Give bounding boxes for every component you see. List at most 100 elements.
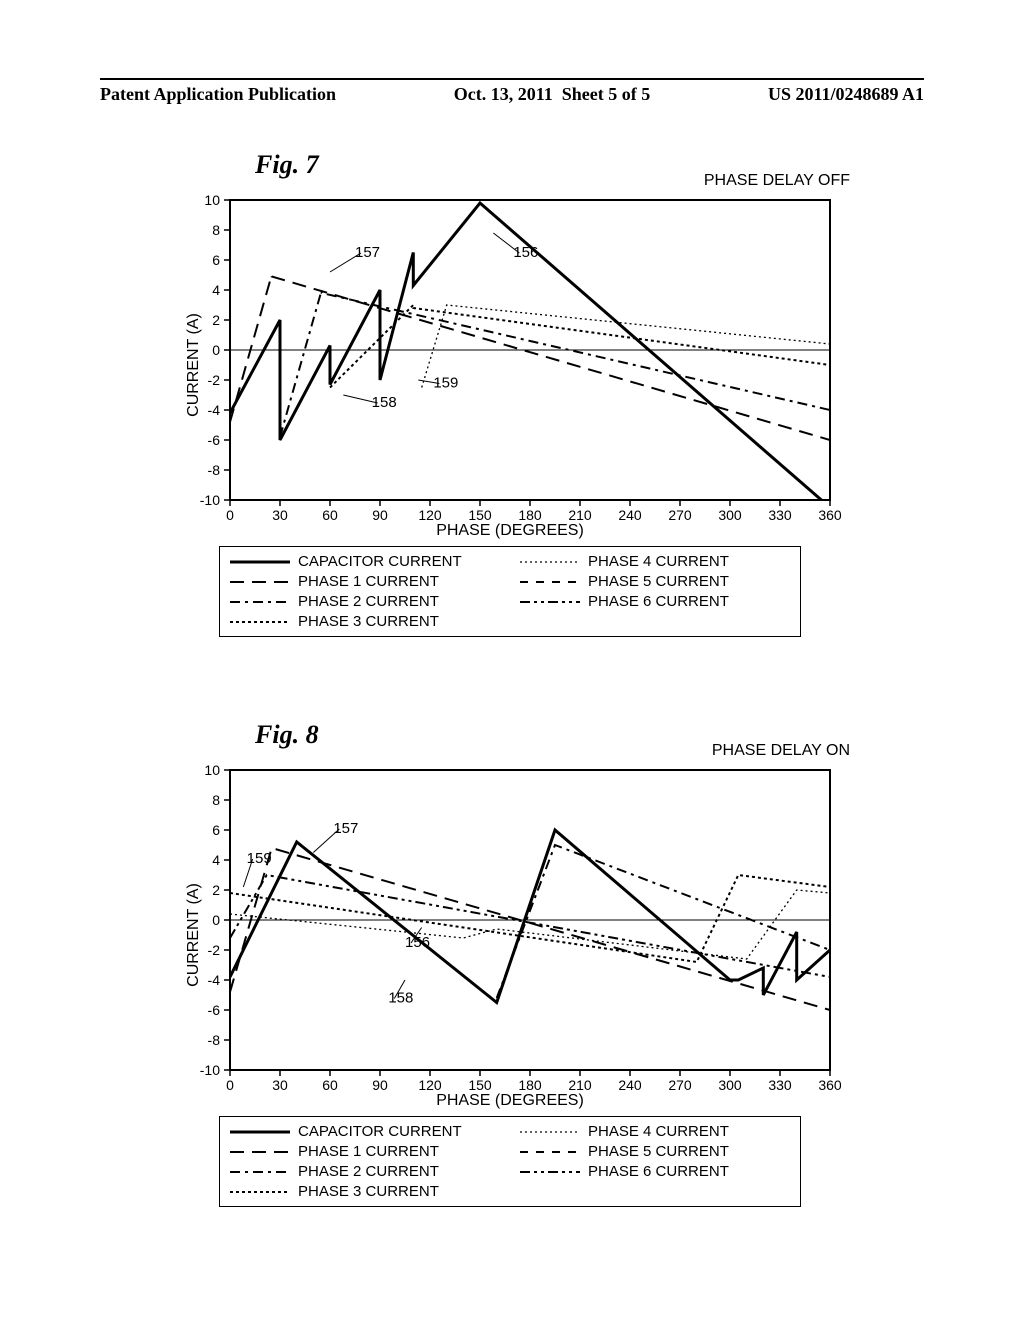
legend-label: PHASE 2 CURRENT	[298, 1163, 439, 1180]
figure-8-chart-wrap: CURRENT (A) -10 -8 -6 -4 -2 0 2 4 6 8 10 0 30 60 90 120…	[150, 750, 870, 1120]
legend-item-cap: CAPACITOR CURRENT	[230, 1123, 500, 1140]
header-date-sheet: Oct. 13, 2011 Sheet 5 of 5	[454, 84, 650, 105]
legend-label: PHASE 1 CURRENT	[298, 573, 439, 590]
svg-text:10: 10	[204, 192, 220, 208]
page-header: Patent Application Publication Oct. 13, …	[100, 78, 924, 105]
legend-item-p6: PHASE 6 CURRENT	[520, 593, 790, 610]
svg-text:270: 270	[668, 1077, 692, 1090]
figure-7-ylabel: CURRENT (A)	[185, 313, 203, 417]
svg-text:156: 156	[405, 934, 430, 951]
legend-label: PHASE 3 CURRENT	[298, 1183, 439, 1200]
legend-label: CAPACITOR CURRENT	[298, 553, 462, 570]
svg-text:-10: -10	[200, 492, 220, 508]
svg-text:0: 0	[212, 912, 220, 928]
svg-text:-4: -4	[208, 972, 221, 988]
svg-text:60: 60	[322, 507, 338, 520]
header-pubnumber: US 2011/0248689 A1	[768, 84, 924, 105]
figure-8-ylabel: CURRENT (A)	[185, 883, 203, 987]
legend-item-p3: PHASE 3 CURRENT	[230, 613, 500, 630]
legend-item-p4: PHASE 4 CURRENT	[520, 1123, 790, 1140]
svg-text:-4: -4	[208, 402, 221, 418]
legend-item-p2: PHASE 2 CURRENT	[230, 593, 500, 610]
legend-item-p6: PHASE 6 CURRENT	[520, 1163, 790, 1180]
figure-8-legend: CAPACITOR CURRENT PHASE 4 CURRENT PHASE 1 …	[219, 1116, 801, 1207]
svg-text:0: 0	[226, 1077, 234, 1090]
svg-text:10: 10	[204, 762, 220, 778]
svg-text:180: 180	[518, 1077, 542, 1090]
svg-text:159: 159	[247, 850, 272, 867]
svg-text:120: 120	[418, 1077, 442, 1090]
legend-item-p1: PHASE 1 CURRENT	[230, 573, 500, 590]
svg-text:8: 8	[212, 222, 220, 238]
legend-label: PHASE 1 CURRENT	[298, 1143, 439, 1160]
figure-7-chart: -10 -8 -6 -4 -2 0 2 4 6 8 10 0 30 60 90 120 150 180 210 240…	[150, 180, 850, 520]
svg-text:120: 120	[418, 507, 442, 520]
svg-text:-6: -6	[208, 432, 221, 448]
svg-text:2: 2	[212, 882, 220, 898]
figure-8-chart: -10 -8 -6 -4 -2 0 2 4 6 8 10 0 30 60 90 120 150 180 210 240…	[150, 750, 850, 1090]
figure-7-xlabel: PHASE (DEGREES)	[150, 522, 870, 540]
svg-text:360: 360	[818, 1077, 842, 1090]
svg-text:30: 30	[272, 507, 288, 520]
figure-7-chart-wrap: CURRENT (A) -10 -8 -6 -4 -2 0 2 4 6 8 10 0 30 60 90 120…	[150, 180, 870, 550]
svg-text:150: 150	[468, 1077, 492, 1090]
legend-item-p1: PHASE 1 CURRENT	[230, 1143, 500, 1160]
legend-item-p5: PHASE 5 CURRENT	[520, 1143, 790, 1160]
legend-item-p4: PHASE 4 CURRENT	[520, 553, 790, 570]
svg-text:240: 240	[618, 1077, 642, 1090]
svg-text:-2: -2	[208, 942, 221, 958]
header-publication: Patent Application Publication	[100, 84, 336, 105]
svg-text:157: 157	[355, 244, 380, 261]
svg-text:157: 157	[333, 820, 358, 837]
figure-7-title: Fig. 7	[255, 150, 319, 180]
legend-label: PHASE 3 CURRENT	[298, 613, 439, 630]
svg-text:150: 150	[468, 507, 492, 520]
svg-text:330: 330	[768, 507, 792, 520]
svg-text:30: 30	[272, 1077, 288, 1090]
legend-label: PHASE 2 CURRENT	[298, 593, 439, 610]
svg-text:360: 360	[818, 507, 842, 520]
svg-text:8: 8	[212, 792, 220, 808]
svg-text:60: 60	[322, 1077, 338, 1090]
svg-text:4: 4	[212, 282, 220, 298]
legend-label: CAPACITOR CURRENT	[298, 1123, 462, 1140]
svg-text:156: 156	[513, 244, 538, 261]
legend-label: PHASE 5 CURRENT	[588, 573, 729, 590]
svg-text:6: 6	[212, 822, 220, 838]
svg-text:4: 4	[212, 852, 220, 868]
svg-text:330: 330	[768, 1077, 792, 1090]
svg-text:0: 0	[226, 507, 234, 520]
svg-text:270: 270	[668, 507, 692, 520]
svg-text:300: 300	[718, 1077, 742, 1090]
figure-8-title: Fig. 8	[255, 720, 319, 750]
legend-label: PHASE 5 CURRENT	[588, 1143, 729, 1160]
svg-text:159: 159	[433, 375, 458, 392]
svg-text:-6: -6	[208, 1002, 221, 1018]
figure-8-xlabel: PHASE (DEGREES)	[150, 1092, 870, 1110]
figure-7-legend: CAPACITOR CURRENT PHASE 4 CURRENT PHASE 1 …	[219, 546, 801, 637]
svg-text:158: 158	[388, 990, 413, 1007]
legend-label: PHASE 6 CURRENT	[588, 593, 729, 610]
svg-text:158: 158	[372, 394, 397, 411]
legend-item-p5: PHASE 5 CURRENT	[520, 573, 790, 590]
svg-text:180: 180	[518, 507, 542, 520]
svg-text:2: 2	[212, 312, 220, 328]
svg-text:210: 210	[568, 1077, 592, 1090]
legend-item-cap: CAPACITOR CURRENT	[230, 553, 500, 570]
legend-item-p2: PHASE 2 CURRENT	[230, 1163, 500, 1180]
legend-label: PHASE 4 CURRENT	[588, 553, 729, 570]
legend-label: PHASE 6 CURRENT	[588, 1163, 729, 1180]
svg-text:90: 90	[372, 507, 388, 520]
svg-text:-10: -10	[200, 1062, 220, 1078]
svg-text:6: 6	[212, 252, 220, 268]
legend-item-p3: PHASE 3 CURRENT	[230, 1183, 500, 1200]
svg-text:240: 240	[618, 507, 642, 520]
svg-text:-8: -8	[208, 1032, 221, 1048]
svg-text:90: 90	[372, 1077, 388, 1090]
svg-text:0: 0	[212, 342, 220, 358]
svg-text:300: 300	[718, 507, 742, 520]
svg-text:210: 210	[568, 507, 592, 520]
svg-text:-8: -8	[208, 462, 221, 478]
svg-text:-2: -2	[208, 372, 221, 388]
patent-page: Patent Application Publication Oct. 13, …	[0, 0, 1024, 1320]
